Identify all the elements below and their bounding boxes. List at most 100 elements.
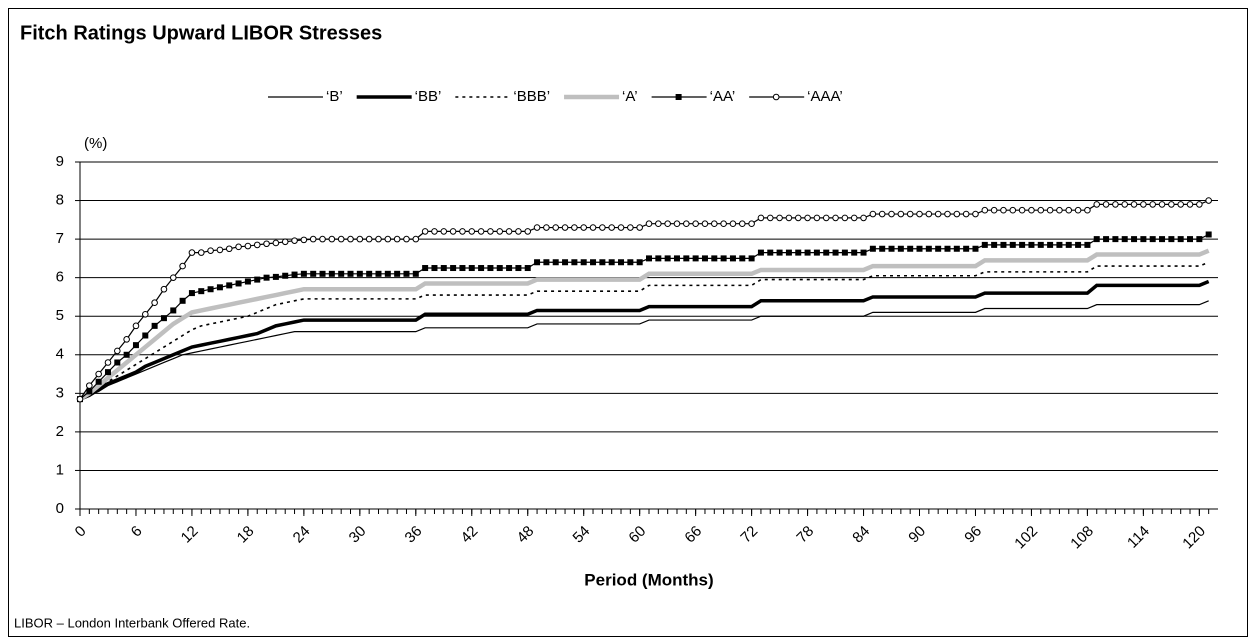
marker (1149, 236, 1156, 243)
y-tick-label: 8 (56, 192, 64, 209)
marker (142, 332, 149, 339)
marker (710, 220, 718, 227)
marker (356, 270, 363, 277)
x-tick-label: 18 (234, 523, 258, 547)
marker (431, 265, 438, 272)
marker (310, 270, 317, 277)
marker (1056, 206, 1063, 214)
marker (114, 347, 121, 355)
marker (319, 270, 326, 277)
marker (403, 270, 410, 277)
x-tick-label: 66 (681, 523, 705, 547)
marker (86, 388, 93, 395)
marker (338, 270, 345, 277)
marker (281, 238, 289, 246)
marker (757, 214, 765, 222)
marker (729, 220, 737, 227)
marker (561, 224, 569, 231)
marker (459, 228, 466, 235)
marker (244, 278, 251, 285)
marker (692, 255, 699, 262)
marker (934, 210, 942, 218)
marker (422, 265, 429, 272)
marker (916, 210, 923, 218)
marker (580, 259, 587, 266)
marker (225, 245, 233, 253)
marker (944, 210, 951, 218)
marker (104, 369, 111, 376)
marker (1084, 241, 1091, 248)
marker (272, 239, 280, 247)
marker (123, 336, 130, 343)
marker (711, 255, 718, 262)
marker (506, 265, 513, 272)
marker (720, 255, 727, 262)
x-tick-label: 6 (128, 523, 146, 541)
marker (440, 265, 447, 272)
marker (794, 214, 802, 222)
marker (1177, 201, 1184, 208)
marker (198, 288, 205, 295)
marker (1056, 241, 1063, 248)
marker (935, 245, 942, 252)
marker (944, 245, 951, 252)
marker (170, 307, 177, 314)
marker (673, 255, 680, 262)
marker (384, 235, 392, 243)
marker (599, 224, 606, 231)
marker (879, 245, 886, 252)
marker (1196, 201, 1203, 208)
marker (515, 265, 522, 272)
marker (1196, 236, 1203, 243)
marker (795, 249, 802, 256)
marker (906, 210, 914, 218)
footnote: LIBOR – London Interbank Offered Rate. (14, 615, 250, 630)
x-tick-label: 78 (793, 523, 817, 547)
marker (384, 270, 391, 277)
marker (1009, 206, 1017, 214)
marker (571, 259, 578, 266)
marker (515, 228, 522, 235)
marker (897, 245, 904, 252)
marker (487, 265, 494, 272)
marker (1065, 241, 1072, 248)
marker (132, 342, 139, 349)
marker (748, 220, 755, 227)
marker (309, 235, 317, 243)
marker (627, 259, 634, 266)
x-tick-label: 42 (458, 523, 482, 547)
marker (1028, 206, 1035, 214)
marker (1131, 236, 1138, 243)
marker (599, 259, 606, 266)
x-tick-label: 120 (1179, 523, 1209, 553)
marker (179, 262, 186, 270)
y-tick-label: 3 (56, 384, 64, 401)
marker (766, 214, 774, 222)
marker (151, 322, 158, 329)
y-tick-label: 1 (56, 461, 64, 478)
marker (571, 224, 578, 231)
marker (291, 271, 298, 278)
marker (1149, 201, 1157, 208)
marker (851, 249, 858, 256)
marker (459, 265, 466, 272)
marker (188, 290, 195, 297)
legend-label: ‘BB’ (415, 88, 442, 105)
marker (822, 214, 830, 222)
marker (524, 228, 532, 235)
marker (207, 247, 214, 254)
marker (832, 214, 839, 222)
marker (533, 224, 541, 231)
marker (141, 310, 149, 318)
marker (675, 94, 682, 100)
marker (627, 224, 634, 231)
marker (1019, 241, 1026, 248)
marker (216, 284, 223, 291)
marker (869, 245, 876, 252)
marker (160, 315, 167, 322)
marker (394, 270, 401, 277)
marker (981, 241, 988, 248)
marker (897, 210, 905, 218)
marker (562, 259, 569, 266)
